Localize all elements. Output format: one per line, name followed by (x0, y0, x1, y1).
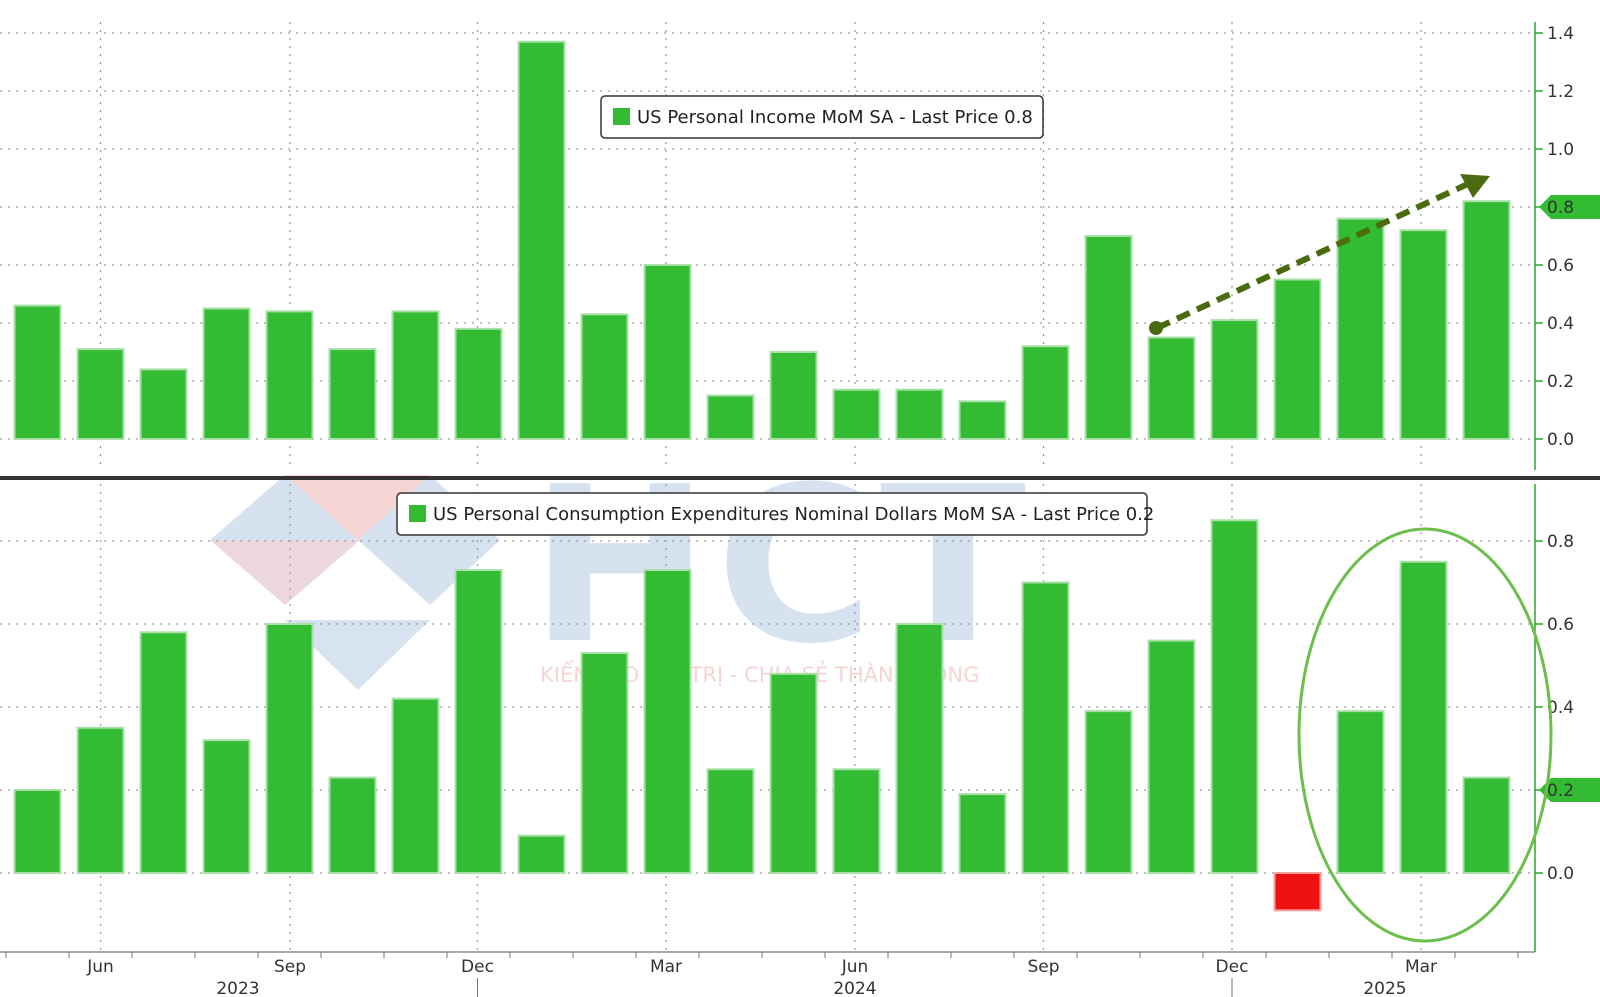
x-month-label: Sep (274, 957, 306, 977)
y-tick-label: 0.0 (1547, 430, 1574, 450)
bar (76, 726, 125, 874)
last-price-label: 0.8 (1547, 198, 1574, 218)
legend-box (396, 492, 1148, 536)
bar (76, 348, 125, 441)
bar (1210, 519, 1259, 874)
trend-arrow-head (1460, 174, 1490, 198)
watermark-diamond-red-top (285, 475, 430, 540)
legend-swatch (613, 108, 630, 125)
last-price-badge (1539, 195, 1600, 219)
bar (1273, 278, 1322, 440)
bar (643, 264, 692, 440)
bar (643, 569, 692, 874)
bar (1210, 319, 1259, 441)
bar (706, 768, 755, 874)
y-tick-label: 1.2 (1547, 82, 1574, 102)
y-tick-label: 0.8 (1547, 532, 1574, 552)
bar (202, 739, 251, 875)
y-tick-label: 0.0 (1547, 864, 1574, 884)
x-axis: Jun Sep Dec Mar Jun Sep Dec Mar 2023 2024 2025 (0, 951, 1535, 997)
bar (832, 768, 881, 874)
y-tick-label: 1.0 (1547, 140, 1574, 160)
bar (265, 310, 314, 440)
bar (1336, 710, 1385, 875)
last-price-label: 0.2 (1547, 781, 1574, 801)
watermark-logo-text: HCT (530, 440, 1032, 691)
bar (1084, 235, 1133, 440)
trend-arrow-start (1149, 321, 1163, 335)
legend-label: US Personal Income MoM SA - Last Price 0… (637, 107, 1033, 128)
bar (454, 327, 503, 440)
bar (1147, 336, 1196, 440)
y-tick-label: 1.4 (1547, 24, 1574, 44)
bar (1021, 345, 1070, 441)
x-month-label: Dec (461, 957, 494, 977)
bar (895, 623, 944, 874)
bar (1147, 639, 1196, 874)
bar (13, 304, 62, 440)
bar (265, 623, 314, 874)
watermark-diamond-red-left (210, 540, 360, 605)
bar (391, 697, 440, 875)
bar (454, 569, 503, 874)
bar (895, 388, 944, 441)
x-month-label: Jun (86, 957, 114, 977)
bar (1021, 581, 1070, 874)
x-year-label: 2023 (216, 979, 259, 997)
bar (1462, 776, 1511, 874)
bar (580, 652, 629, 874)
y-tick-label: 0.6 (1547, 256, 1574, 276)
x-month-label: Mar (650, 957, 682, 977)
x-month-label: Dec (1216, 957, 1249, 977)
last-price-badge (1539, 778, 1600, 802)
bar (202, 307, 251, 440)
bar (1462, 200, 1511, 440)
y-tick-label: 0.2 (1547, 372, 1574, 392)
y-tick-label: 0.4 (1547, 314, 1574, 334)
x-month-label: Sep (1027, 957, 1059, 977)
bar (139, 631, 188, 874)
bar (328, 348, 377, 441)
legend-box (600, 95, 1044, 139)
bar (706, 394, 755, 440)
bar-negative (1273, 872, 1322, 912)
bar (958, 793, 1007, 875)
x-year-label: 2025 (1363, 979, 1406, 997)
x-month-label: Mar (1405, 957, 1437, 977)
highlight-ellipse (1297, 527, 1553, 943)
legend-swatch (409, 505, 426, 522)
bar (958, 400, 1007, 440)
watermark-diamond-blue-bottom (285, 620, 430, 690)
bar (1336, 217, 1385, 440)
x-month-label: Jun (841, 957, 869, 977)
bar (1084, 710, 1133, 875)
bar (1399, 560, 1448, 874)
bar (1399, 229, 1448, 440)
bar (13, 789, 62, 874)
bar (517, 834, 566, 875)
trend-arrow-line (1155, 180, 1472, 331)
top-panel: 0.00.20.40.60.81.01.21.40.8US Personal I… (0, 22, 1600, 470)
bar (391, 310, 440, 440)
legend-label: US Personal Consumption Expenditures Nom… (433, 504, 1154, 525)
bar (832, 388, 881, 441)
bar (769, 672, 818, 874)
y-tick-label: 0.4 (1547, 698, 1574, 718)
y-tick-label: 0.6 (1547, 615, 1574, 635)
bottom-panel: 0.00.20.40.60.80.2US Personal Consumptio… (0, 484, 1600, 952)
bar (517, 40, 566, 440)
bar (139, 368, 188, 440)
bar (769, 351, 818, 440)
bar (580, 313, 629, 440)
x-year-label: 2024 (833, 979, 876, 997)
bar (328, 776, 377, 874)
